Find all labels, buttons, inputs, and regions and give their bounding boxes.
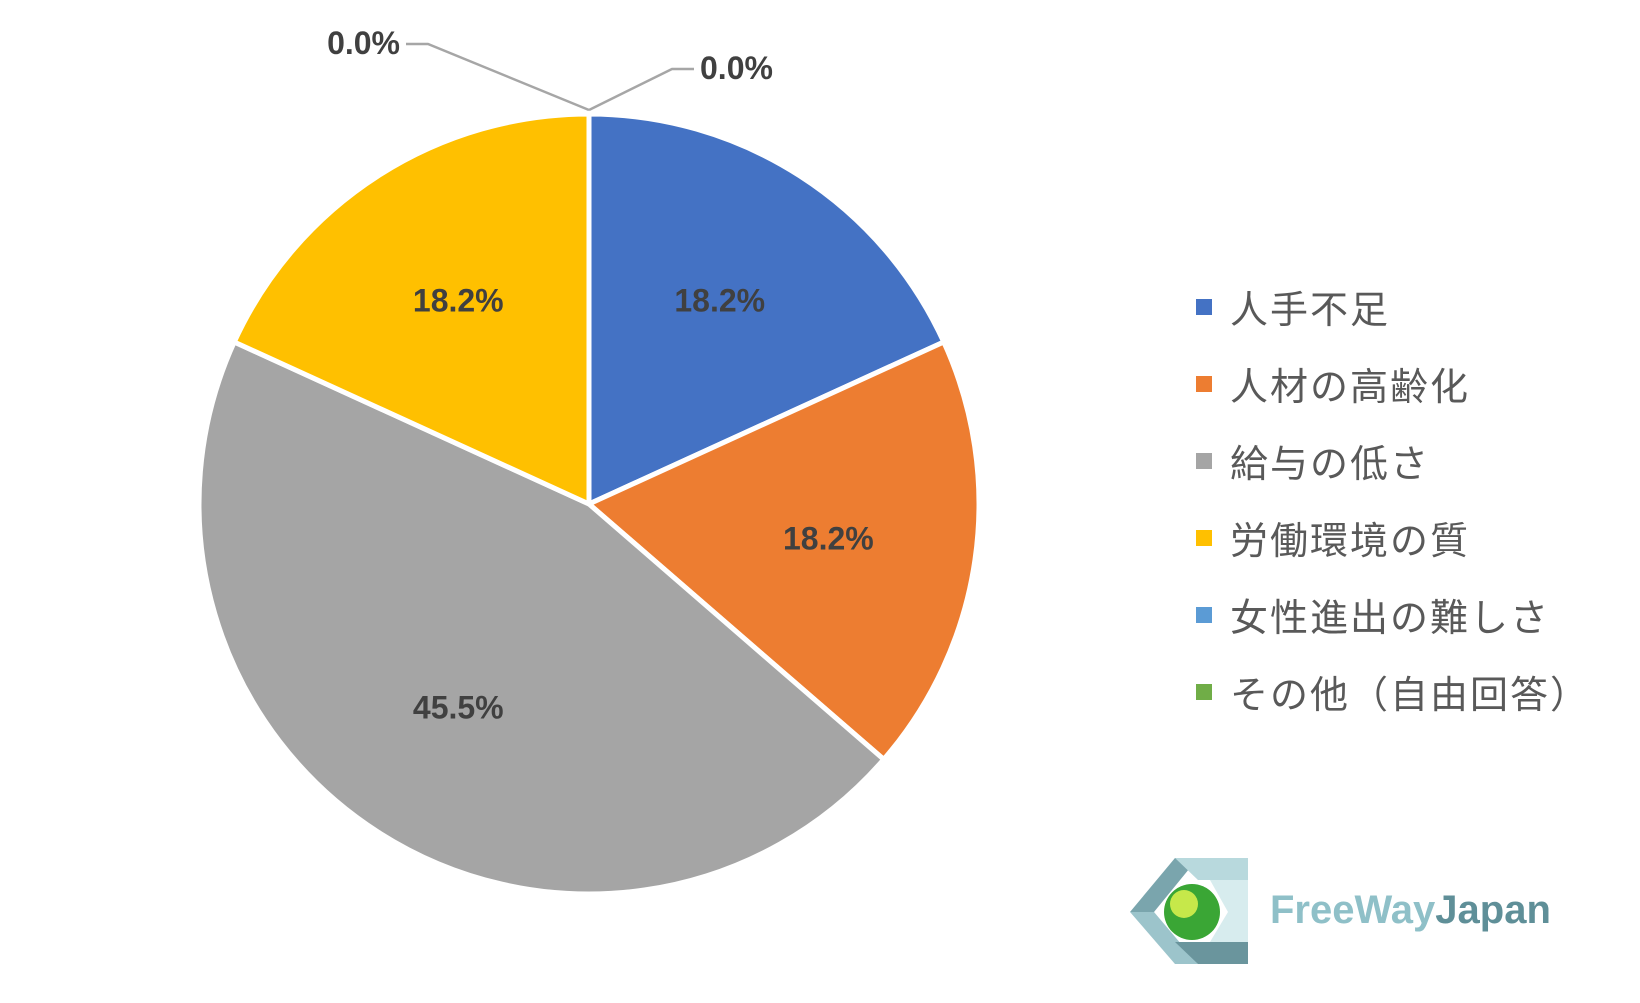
data-label-4: 0.0% (700, 50, 773, 86)
legend-swatch (1196, 452, 1212, 469)
pie-slice-1 (586, 339, 982, 762)
logo-wordmark: FreeWayJapan (1270, 888, 1551, 932)
legend-label: その他（自由回答） (1230, 673, 1591, 717)
legend-item-4: 女性進出の難しさ (1196, 576, 1590, 653)
legend-label: 労働環境の質 (1230, 519, 1471, 563)
freewayjapan-logo: FreeWayJapan (1120, 850, 1580, 970)
data-label-0: 18.2% (674, 283, 765, 319)
legend-swatch (1196, 298, 1212, 315)
legend-swatch (1196, 606, 1212, 623)
legend-swatch (1196, 683, 1212, 700)
legend-item-1: 人材の高齢化 (1196, 345, 1590, 422)
legend-label: 人手不足 (1230, 288, 1391, 332)
legend-item-0: 人手不足 (1196, 268, 1590, 345)
legend-swatch (1196, 529, 1212, 546)
data-label-1: 18.2% (783, 520, 874, 556)
leader-line-4 (588, 67, 694, 112)
leader-line-5 (406, 42, 590, 112)
freewayjapan-logo-icon (1130, 858, 1248, 964)
legend-item-5: その他（自由回答） (1196, 653, 1590, 730)
data-label-5: 0.0% (327, 25, 400, 61)
pie-slice-3 (231, 111, 592, 507)
pie-slices (196, 111, 982, 897)
data-label-3: 18.2% (413, 283, 504, 319)
leader-lines (406, 42, 694, 112)
chart-legend: 人手不足人材の高齢化 給与の低さ労働環境の質女性進出の難しさ その他（自由回答） (1196, 268, 1590, 730)
pie-slice-0 (586, 111, 947, 507)
legend-label: 人材の高齢化 (1230, 365, 1471, 409)
legend-label: 給与の低さ (1230, 442, 1431, 486)
data-labels: 18.2% 18.2% 45.5% 18.2% 0.0% 0.0% (327, 25, 874, 725)
legend-swatch (1196, 375, 1212, 392)
data-label-2: 45.5% (413, 689, 504, 725)
legend-item-2: 給与の低さ (1196, 422, 1590, 499)
legend-item-3: 労働環境の質 (1196, 499, 1590, 576)
pie-slice-2 (196, 339, 887, 897)
legend-label: 女性進出の難しさ (1230, 596, 1551, 640)
